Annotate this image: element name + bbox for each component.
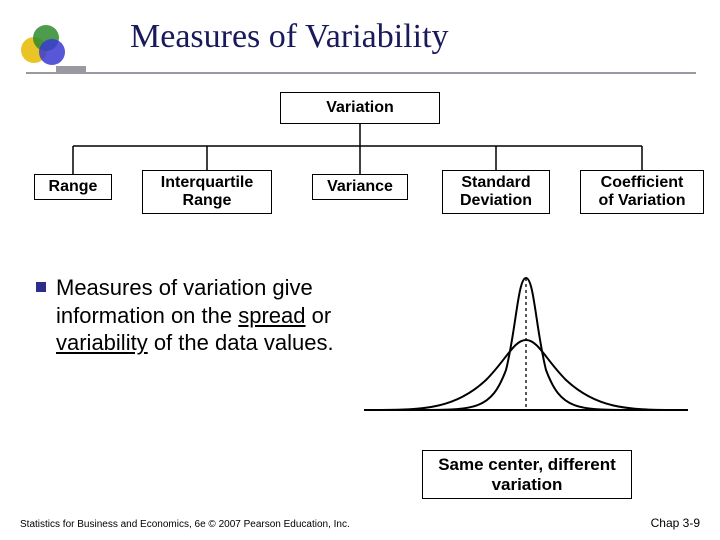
hierarchy-diagram: Variation Range Interquartile Range Vari… bbox=[0, 92, 720, 252]
footer-page: Chap 3-9 bbox=[651, 516, 700, 530]
node-variation: Variation bbox=[280, 92, 440, 124]
bullet-underline-spread: spread bbox=[238, 303, 305, 328]
title-underline bbox=[26, 72, 696, 74]
footer-copyright: Statistics for Business and Economics, 6… bbox=[20, 519, 350, 530]
logo-circle-blue bbox=[39, 39, 65, 65]
node-variance: Variance bbox=[312, 174, 408, 200]
bullet-icon bbox=[36, 282, 46, 292]
bullet-text: Measures of variation give information o… bbox=[56, 274, 356, 357]
bullet-suffix: of the data values. bbox=[148, 330, 334, 355]
bullet-item: Measures of variation give information o… bbox=[36, 274, 356, 357]
curves-caption: Same center, different variation bbox=[422, 450, 632, 499]
bullet-underline-variability: variability bbox=[56, 330, 148, 355]
node-interquartile-range: Interquartile Range bbox=[142, 170, 272, 214]
node-coefficient-of-variation: Coefficient of Variation bbox=[580, 170, 704, 214]
node-range: Range bbox=[34, 174, 112, 200]
distribution-curves bbox=[356, 260, 696, 430]
node-standard-deviation: Standard Deviation bbox=[442, 170, 550, 214]
logo-icon bbox=[16, 20, 68, 72]
slide-title: Measures of Variability bbox=[130, 18, 449, 56]
bullet-mid: or bbox=[306, 303, 332, 328]
slide: Measures of Variability Variation Range … bbox=[0, 0, 720, 540]
